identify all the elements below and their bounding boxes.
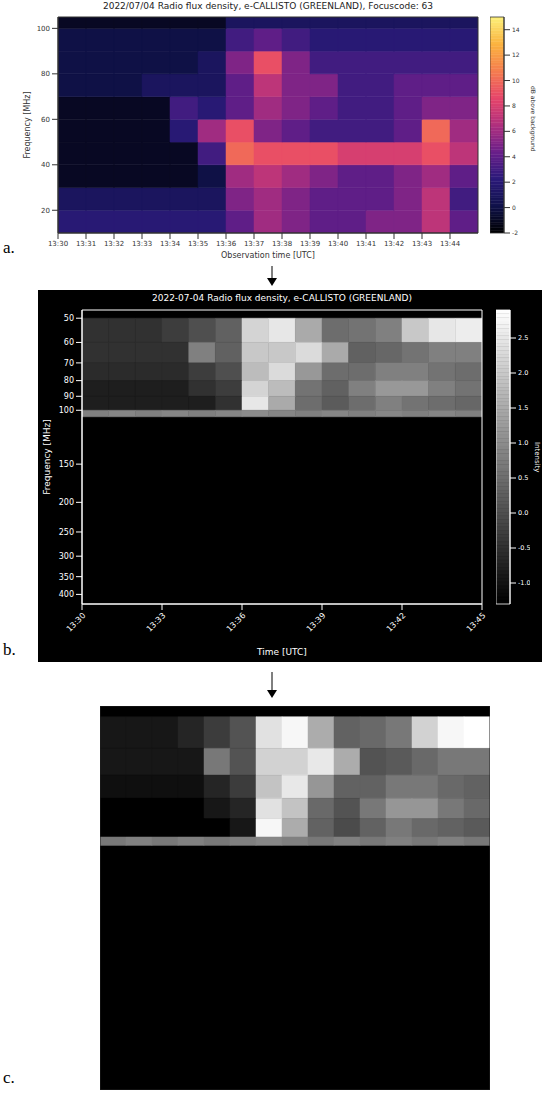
svg-text:90: 90 (64, 392, 74, 401)
svg-text:50: 50 (64, 314, 74, 323)
svg-text:13:36: 13:36 (216, 240, 237, 248)
svg-text:13:38: 13:38 (272, 240, 292, 248)
svg-text:13:30: 13:30 (48, 240, 68, 248)
svg-text:400: 400 (59, 590, 74, 599)
svg-text:13:42: 13:42 (384, 240, 404, 248)
svg-text:13:45: 13:45 (465, 611, 488, 634)
svg-text:40: 40 (41, 161, 50, 169)
svg-text:Frequency [MHz]: Frequency [MHz] (23, 91, 32, 158)
html-text:Intensity: Intensity (533, 441, 541, 473)
svg-text:13:30: 13:30 (65, 611, 88, 634)
svg-text:6: 6 (512, 127, 516, 134)
svg-text:150: 150 (59, 460, 74, 469)
svg-text:1.0: 1.0 (518, 439, 528, 447)
svg-text:2: 2 (512, 178, 516, 185)
svg-text:2.5: 2.5 (518, 334, 528, 342)
svg-text:13:32: 13:32 (104, 240, 124, 248)
svg-text:13:44: 13:44 (440, 240, 461, 248)
svg-text:13:41: 13:41 (356, 240, 376, 248)
svg-text:13:36: 13:36 (225, 611, 248, 634)
svg-text:0: 0 (512, 204, 516, 211)
svg-text:200: 200 (59, 498, 74, 507)
svg-text:0.5: 0.5 (518, 474, 528, 482)
svg-text:80: 80 (64, 376, 74, 385)
svg-text:-0.5: -0.5 (518, 544, 530, 552)
svg-text:60: 60 (41, 116, 50, 124)
svg-text:8: 8 (512, 102, 516, 109)
svg-text:Time [UTC]: Time [UTC] (256, 647, 307, 657)
svg-text:1.5: 1.5 (518, 404, 528, 412)
svg-text:100: 100 (59, 406, 74, 415)
svg-text:13:33: 13:33 (132, 240, 152, 248)
svg-text:13:33: 13:33 (145, 611, 168, 634)
svg-text:13:31: 13:31 (76, 240, 96, 248)
html-text:2022/07/04 Radio flux density,: 2022/07/04 Radio flux density, e-CALLIST… (102, 1, 433, 11)
svg-text:250: 250 (59, 528, 74, 537)
svg-text:300: 300 (59, 552, 74, 561)
svg-text:350: 350 (59, 573, 74, 582)
svg-text:-2: -2 (512, 229, 518, 236)
svg-text:13:40: 13:40 (328, 240, 348, 248)
svg-text:13:37: 13:37 (244, 240, 264, 248)
svg-text:13:42: 13:42 (385, 611, 408, 634)
svg-text:13:35: 13:35 (188, 240, 208, 248)
html-text:b.: b. (3, 640, 16, 659)
html-text:a.: a. (3, 238, 15, 257)
svg-text:80: 80 (41, 70, 50, 78)
svg-text:12: 12 (512, 51, 520, 58)
svg-text:13:34: 13:34 (160, 240, 181, 248)
html-text:dB above background: dB above background (530, 85, 537, 152)
svg-text:60: 60 (64, 338, 74, 347)
svg-text:100: 100 (37, 25, 50, 33)
svg-text:13:39: 13:39 (300, 240, 320, 248)
svg-text:10: 10 (512, 77, 520, 84)
svg-text:4: 4 (512, 153, 516, 160)
svg-text:0.0: 0.0 (518, 509, 528, 517)
svg-text:70: 70 (64, 359, 74, 368)
svg-text:-1.0: -1.0 (518, 579, 530, 587)
svg-text:2.0: 2.0 (518, 369, 528, 377)
svg-text:20: 20 (41, 207, 50, 215)
svg-text:13:43: 13:43 (412, 240, 432, 248)
html-text:c.: c. (3, 1068, 15, 1087)
svg-text:Frequency [MHz]: Frequency [MHz] (42, 419, 52, 495)
svg-text:13:39: 13:39 (305, 611, 328, 634)
svg-text:Observation time [UTC]: Observation time [UTC] (221, 251, 315, 260)
svg-text:14: 14 (512, 26, 520, 33)
html-text:2022-07-04 Radio flux density,: 2022-07-04 Radio flux density, e-CALLIST… (152, 293, 412, 303)
